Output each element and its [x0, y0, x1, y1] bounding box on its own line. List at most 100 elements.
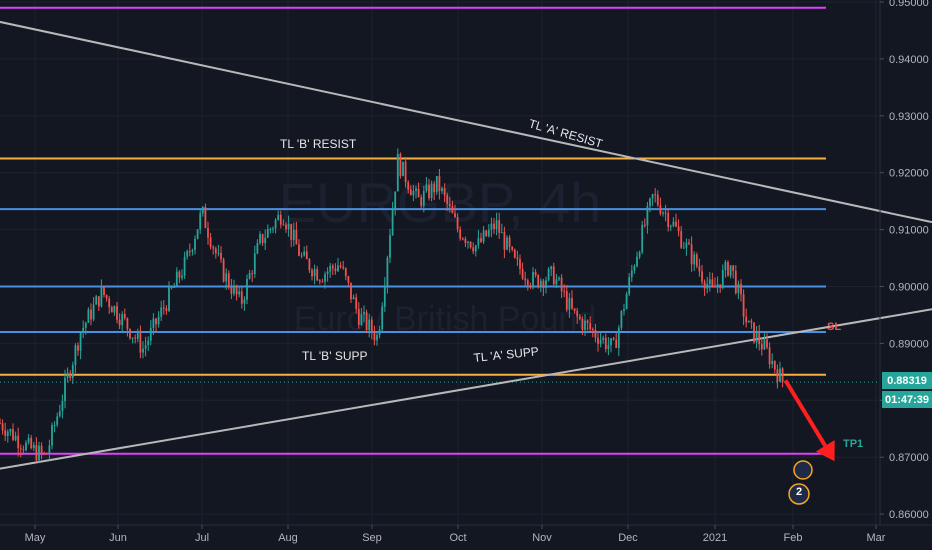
candle-body	[695, 254, 698, 267]
candle-body	[45, 453, 48, 455]
candle-body	[779, 368, 781, 382]
candle-body	[675, 221, 677, 227]
candle-body	[745, 316, 748, 323]
current-price-tag: 0.88319 01:47:39	[882, 372, 932, 408]
candle-body	[326, 271, 329, 275]
candle-body	[430, 183, 433, 199]
candle-body	[1, 423, 4, 431]
arrow-head	[815, 440, 835, 462]
candle-body	[443, 188, 446, 196]
candle-body	[503, 232, 506, 250]
candle-body	[196, 229, 199, 239]
candle-body	[636, 256, 638, 267]
candle-body	[464, 239, 467, 243]
price-tick-label: 0.95000	[889, 0, 929, 9]
candle-body	[459, 229, 462, 239]
candle-body	[420, 197, 423, 206]
trendlines	[0, 20, 932, 470]
candle-body	[708, 279, 711, 284]
events-badges[interactable]: 2	[788, 460, 813, 505]
candle-body	[376, 335, 378, 341]
candle-body	[134, 337, 137, 339]
candle-body	[506, 237, 508, 250]
candle-body	[399, 153, 402, 177]
price-tick-label: 0.94000	[889, 54, 929, 66]
candle-body	[168, 286, 170, 311]
earnings-event-icon[interactable]	[788, 483, 810, 505]
candle-body	[703, 281, 706, 289]
candle-body	[633, 266, 636, 271]
candle-body	[469, 241, 472, 248]
candle-body	[732, 265, 735, 271]
candle-body	[461, 238, 464, 240]
candle-body	[560, 277, 563, 292]
candle-body	[552, 266, 555, 285]
candle-body	[240, 291, 243, 304]
candle-body	[152, 318, 155, 328]
candle-body	[750, 320, 753, 323]
candle-body	[563, 291, 566, 293]
time-axis[interactable]: May Jun Jul Aug Sep Oct Nov Dec 2021 Feb Mar	[25, 525, 886, 544]
candle-body	[589, 323, 592, 330]
candle-body	[25, 442, 27, 451]
candle-body	[331, 265, 334, 269]
candle-body	[165, 308, 168, 311]
candle-body	[417, 188, 420, 198]
candle-body	[391, 209, 394, 236]
candle-body	[238, 291, 241, 295]
countdown-box	[882, 391, 932, 408]
candle-body	[248, 273, 251, 279]
candle-body	[729, 265, 732, 276]
candle-body	[597, 337, 599, 344]
candle-body	[630, 270, 633, 278]
candle-body	[243, 299, 246, 304]
candle-body	[173, 285, 176, 288]
trade-tag-label: TP1	[843, 438, 863, 450]
candle-body	[87, 309, 90, 323]
candle-body	[305, 251, 308, 260]
candle-body	[209, 237, 212, 248]
candle-body	[555, 279, 558, 285]
candle-body	[550, 266, 553, 270]
candle-body	[669, 225, 672, 227]
candle-body	[474, 245, 477, 252]
candle-body	[51, 425, 53, 446]
candle-body	[230, 286, 233, 294]
candle-body	[446, 195, 449, 204]
candle-body	[394, 191, 397, 210]
candle-body	[313, 269, 316, 277]
candle-body	[298, 244, 300, 256]
candle-body	[545, 280, 547, 288]
trade-tag-label: SL	[827, 321, 841, 333]
economic-event-icon[interactable]	[793, 460, 813, 480]
time-tick-label: Feb	[784, 532, 803, 544]
current-price-label: 0.88319	[887, 375, 927, 387]
candle-body	[482, 230, 485, 242]
candle-body	[282, 224, 285, 226]
candle-body	[451, 206, 454, 214]
candle-body	[740, 283, 742, 295]
price-tick-label: 0.89000	[889, 338, 929, 350]
candle-body	[719, 284, 722, 288]
candle-body	[547, 269, 550, 281]
candle-body	[773, 361, 776, 370]
events-count: 2	[796, 486, 802, 498]
candle-body	[368, 319, 371, 330]
candle-body	[672, 221, 675, 226]
candle-body	[716, 284, 719, 288]
arrow-shaft	[783, 379, 827, 447]
candle-body	[292, 229, 295, 241]
candle-body	[591, 329, 594, 331]
candle-body	[17, 435, 20, 449]
candle-body	[82, 327, 85, 334]
candle-body	[58, 411, 61, 417]
candle-body	[602, 337, 605, 340]
candle-body	[233, 285, 235, 294]
candle-body	[724, 261, 727, 270]
candle-body	[207, 228, 209, 238]
candle-body	[649, 198, 651, 207]
time-tick-label: May	[25, 532, 46, 544]
candle-body	[40, 445, 43, 453]
